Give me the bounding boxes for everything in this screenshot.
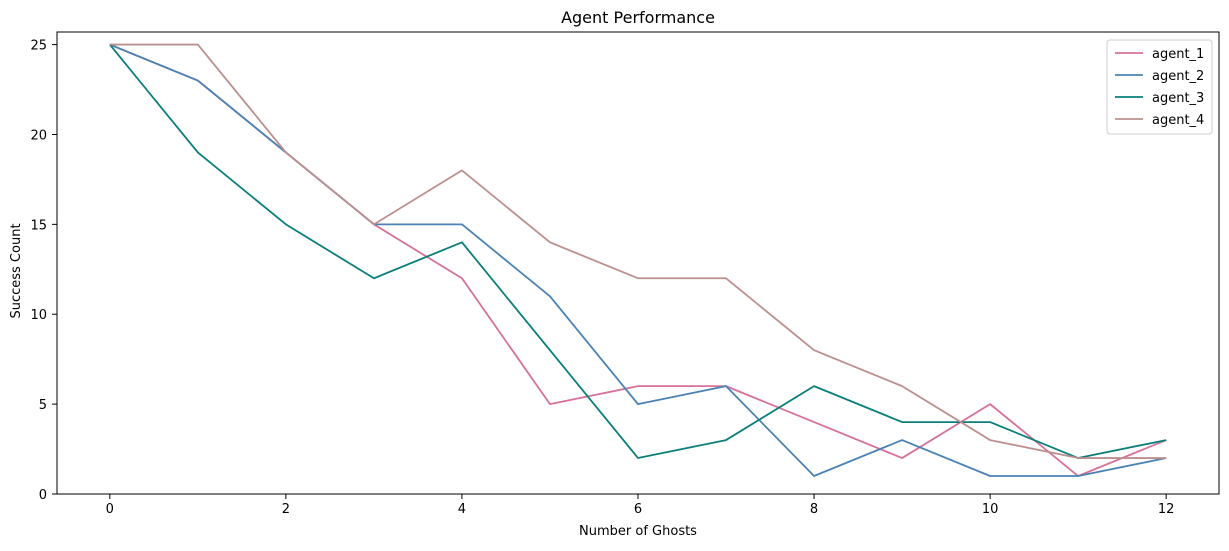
y-tick-label: 25 [30, 39, 47, 54]
legend-box [1106, 39, 1213, 135]
x-axis-label: Number of Ghosts [579, 524, 697, 539]
x-tick-label: 0 [106, 502, 114, 517]
y-tick-label: 10 [30, 308, 47, 323]
x-axis: 0 2 4 6 8 10 12 [106, 494, 1175, 517]
y-tick-label: 0 [39, 488, 47, 503]
series-line-agent_2 [109, 43, 1167, 477]
x-tick-label: 12 [1158, 502, 1175, 517]
y-tick-label: 15 [30, 218, 47, 233]
y-tick-label: 20 [30, 128, 47, 143]
x-tick-label: 2 [282, 502, 290, 517]
x-tick-label: 10 [982, 502, 999, 517]
y-axis: 0 5 10 15 20 25 [30, 39, 57, 503]
series-line-agent_3 [109, 44, 1167, 459]
y-tick-label: 5 [39, 398, 47, 413]
y-axis-label: Success Count [9, 223, 24, 318]
x-tick-label: 4 [458, 502, 466, 517]
plot-frame [56, 31, 1220, 495]
chart-title: Agent Performance [561, 8, 715, 27]
legend-label-agent_4: agent_4 [1152, 113, 1204, 128]
legend-label-agent_2: agent_2 [1152, 69, 1204, 84]
series-line-agent_4 [109, 43, 1167, 459]
legend: agent_1 agent_2 agent_3 agent_4 [1106, 39, 1213, 135]
legend-label-agent_1: agent_1 [1152, 47, 1204, 62]
series-line-agent_1 [109, 43, 1167, 477]
x-tick-label: 6 [634, 502, 642, 517]
series-layer [109, 43, 1167, 477]
legend-label-agent_3: agent_3 [1152, 91, 1204, 106]
x-tick-label: 8 [810, 502, 818, 517]
